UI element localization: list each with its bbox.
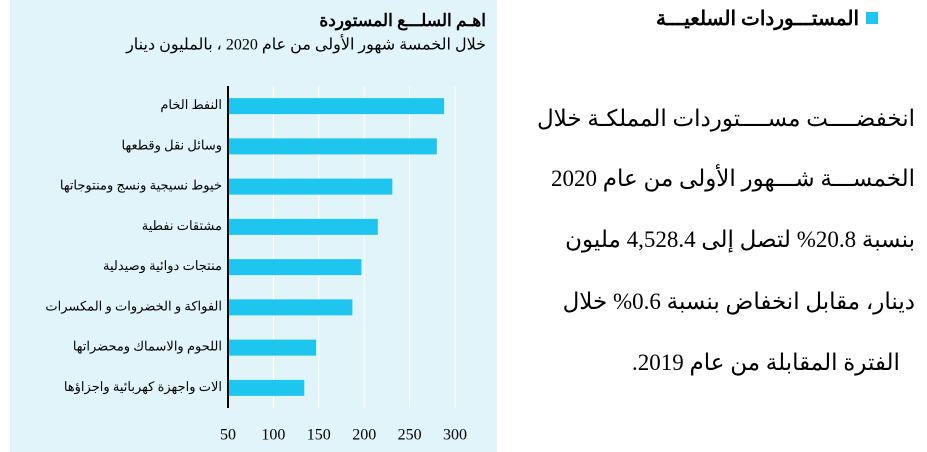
- bar: [228, 259, 362, 276]
- x-tick-label: 150: [307, 427, 331, 444]
- bar: [228, 218, 378, 235]
- chart-subtitle: خلال الخمسة شهور الأولى من عام 2020 ، با…: [125, 35, 486, 54]
- paragraph-line: انخفضــــت مســــتوردات المملكـة خلال: [536, 106, 915, 131]
- y-tick-label: مشتقات نفطية: [142, 218, 222, 233]
- y-tick-label: منتجات دوائية وصيدلية: [103, 258, 222, 274]
- chart: اهـم السلـــع المستوردة خلال الخمسة شهور…: [10, 0, 497, 452]
- y-tick-label: الات واجهزة كهربائية واجزاؤها: [64, 379, 222, 395]
- chart-title: اهـم السلـــع المستوردة: [319, 11, 486, 31]
- x-tick-label: 300: [443, 427, 467, 444]
- bullet: [866, 12, 878, 24]
- bar: [228, 339, 317, 356]
- bar: [228, 178, 393, 195]
- paragraph-line: دينار، مقابل انخفاض بنسبة 0.6% خلال: [562, 289, 915, 314]
- x-tick-label: 50: [220, 427, 236, 444]
- bar: [228, 138, 437, 155]
- bar: [228, 299, 353, 316]
- y-tick-label: وسائل نقل وقطعها: [121, 137, 222, 153]
- paragraph-line: بنسبة 20.8% لتصل إلى 4,528.4 مليون: [565, 227, 915, 252]
- bar: [228, 379, 305, 396]
- x-tick-label: 100: [261, 427, 285, 444]
- paragraph-line: الخمســـة شـــهور الأولى من عام 2020: [550, 166, 915, 191]
- section-heading: المستـــوردات السلعيـــة: [655, 8, 859, 30]
- y-tick-label: اللحوم والاسماك ومحضراتها: [73, 339, 222, 355]
- bar: [228, 98, 445, 115]
- y-tick-label: النفط الخام: [160, 97, 222, 113]
- x-tick-label: 250: [398, 427, 422, 444]
- y-tick-label: خيوط نسيجية ونسج ومنتوجاتها: [60, 178, 222, 194]
- x-tick-label: 200: [352, 427, 376, 444]
- paragraph-line: الفترة المقابلة من عام 2019.: [632, 350, 900, 375]
- y-tick-label: الفواكة و الخضروات و المكسرات: [45, 298, 222, 314]
